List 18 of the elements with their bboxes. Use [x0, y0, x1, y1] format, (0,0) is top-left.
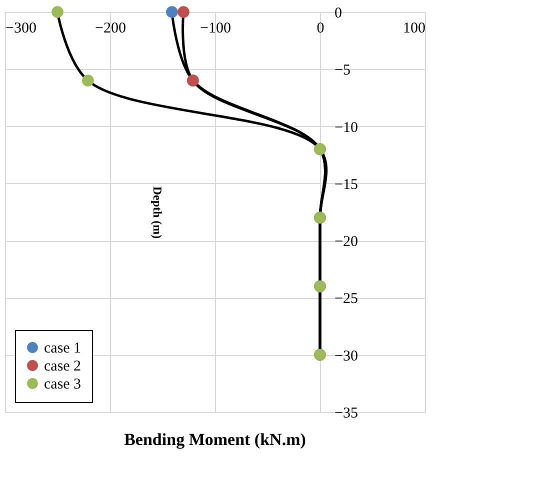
y-tick-label: −25: [334, 291, 358, 308]
y-tick-label: −35: [334, 406, 358, 422]
y-tick-label: 0: [334, 6, 342, 22]
x-tick-label: 0: [316, 20, 324, 36]
y-tick-label: −30: [334, 348, 358, 364]
y-axis-title: Depth (m): [150, 186, 164, 239]
legend-label: case 3: [44, 376, 82, 392]
y-tick-label: −10: [334, 120, 358, 136]
y-tick-label: −5: [334, 62, 350, 79]
y-tick-label: −15: [334, 176, 358, 193]
legend-label: case 2: [44, 358, 82, 374]
x-tick-label: −200: [95, 20, 126, 36]
y-tick-label: −20: [334, 234, 358, 250]
x-tick-label: −100: [200, 20, 231, 36]
x-tick-label: 100: [403, 20, 426, 36]
x-axis-title: Bending Moment (kN.m): [124, 430, 306, 449]
legend-label: case 1: [44, 340, 82, 356]
x-tick-label: −300: [6, 20, 36, 36]
